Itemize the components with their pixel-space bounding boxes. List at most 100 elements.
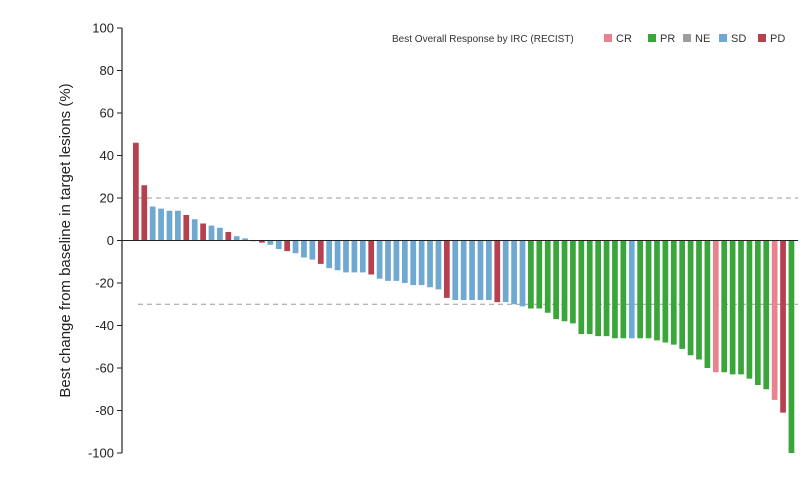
bar-pr bbox=[578, 240, 585, 334]
bar-sd bbox=[435, 240, 442, 290]
bar-sd bbox=[309, 240, 316, 260]
bar-sd bbox=[486, 240, 492, 300]
y-tick-label: -100 bbox=[88, 446, 114, 461]
bar-sd bbox=[301, 240, 307, 258]
bar-pr bbox=[721, 240, 728, 373]
bar-sd bbox=[511, 240, 517, 305]
bar-sd bbox=[217, 227, 223, 241]
bar-sd bbox=[334, 240, 341, 271]
legend-swatch-ne bbox=[683, 34, 691, 42]
y-tick-label: 80 bbox=[100, 63, 114, 78]
legend-entries: CR PR NE SD PD bbox=[604, 33, 785, 45]
bar-sd bbox=[427, 240, 433, 288]
legend-label-sd: SD bbox=[731, 33, 746, 45]
bar-sd bbox=[233, 236, 240, 241]
bar-sd bbox=[149, 206, 156, 241]
bar-pd bbox=[780, 240, 786, 413]
legend-label-pd: PD bbox=[770, 33, 785, 45]
bar-pr bbox=[536, 240, 543, 309]
bar-sd bbox=[275, 240, 282, 249]
bar-pr bbox=[637, 240, 644, 339]
bar-pr bbox=[738, 240, 744, 375]
bar-sd bbox=[292, 240, 299, 254]
bar-pr bbox=[788, 240, 795, 453]
bar-sd bbox=[376, 240, 383, 279]
bar-pr bbox=[679, 240, 686, 349]
bar-pr bbox=[595, 240, 601, 337]
legend-label-cr: CR bbox=[616, 33, 632, 45]
bar-sd bbox=[477, 240, 484, 300]
y-tick-label: 100 bbox=[92, 21, 114, 36]
bar-sd bbox=[158, 208, 164, 241]
bar-sd bbox=[326, 240, 333, 269]
y-tick-label: -20 bbox=[95, 276, 114, 291]
bar-sd bbox=[628, 240, 635, 339]
bar-pr bbox=[553, 240, 559, 320]
bar-sd bbox=[208, 225, 215, 241]
bar-pr bbox=[603, 240, 610, 337]
bar-pd bbox=[317, 240, 324, 264]
legend-label-pr: PR bbox=[660, 33, 675, 45]
bar-pd bbox=[225, 232, 232, 241]
bar-sd bbox=[359, 240, 366, 273]
bar-sd bbox=[469, 240, 475, 300]
bar-pr bbox=[645, 240, 652, 339]
bar-pr bbox=[746, 240, 753, 379]
legend-label-ne: NE bbox=[695, 33, 710, 45]
bar-sd bbox=[166, 210, 173, 241]
bar-pd bbox=[368, 240, 375, 275]
bar-pr bbox=[704, 240, 711, 368]
y-axis-ticks: 100 80 60 40 20 0 -20 -40 -60 -80 -100 bbox=[88, 21, 122, 461]
bar-pd bbox=[494, 240, 501, 303]
legend-swatch-pd bbox=[758, 34, 766, 42]
bar-pr bbox=[687, 240, 694, 356]
y-tick-label: -40 bbox=[95, 318, 114, 333]
bar-pr bbox=[612, 240, 618, 339]
bar-pr bbox=[662, 240, 669, 343]
bar-sd bbox=[418, 240, 425, 286]
bar-sd bbox=[267, 240, 274, 245]
bar-pr bbox=[586, 240, 593, 334]
legend-swatch-sd bbox=[719, 34, 727, 42]
bar-pr bbox=[561, 240, 568, 322]
bar-sd bbox=[502, 240, 509, 303]
bar-pr bbox=[528, 240, 534, 309]
bar-pr bbox=[729, 240, 736, 375]
bar-cr bbox=[712, 240, 719, 373]
legend-swatch-pr bbox=[648, 34, 656, 42]
bar-pr bbox=[620, 240, 627, 339]
bar-sd bbox=[175, 210, 181, 241]
y-tick-label: 0 bbox=[107, 233, 114, 248]
bar-sd bbox=[343, 240, 349, 273]
bar-cr bbox=[771, 240, 778, 400]
y-tick-label: 20 bbox=[100, 191, 114, 206]
bar-sd bbox=[385, 240, 391, 281]
bar-pr bbox=[670, 240, 677, 345]
bar-pr bbox=[754, 240, 761, 385]
bar-sd bbox=[191, 219, 198, 241]
bar-sd bbox=[242, 238, 248, 241]
bar-pr bbox=[570, 240, 576, 324]
y-tick-label: 60 bbox=[100, 106, 114, 121]
y-tick-label: -80 bbox=[95, 403, 114, 418]
bar-pd bbox=[133, 142, 139, 241]
y-axis-label: Best change from baseline in target lesi… bbox=[57, 83, 74, 397]
bar-sd bbox=[401, 240, 408, 283]
bar-sd bbox=[519, 240, 526, 307]
legend-swatch-cr bbox=[604, 34, 612, 42]
bar-pd bbox=[443, 240, 450, 298]
bar-sd bbox=[351, 240, 358, 273]
bar-sd bbox=[452, 240, 459, 300]
bar-sd bbox=[410, 240, 417, 286]
bar-pr bbox=[696, 240, 702, 360]
y-tick-label: 40 bbox=[100, 148, 114, 163]
legend: Best Overall Response by IRC (RECIST) CR… bbox=[392, 33, 785, 45]
bar-pd bbox=[284, 240, 291, 252]
bar-pr bbox=[654, 240, 660, 341]
bar-pd bbox=[183, 215, 190, 241]
bar-pr bbox=[544, 240, 551, 313]
bar-sd bbox=[393, 240, 400, 281]
legend-title: Best Overall Response by IRC (RECIST) bbox=[392, 34, 574, 45]
y-tick-label: -60 bbox=[95, 361, 114, 376]
